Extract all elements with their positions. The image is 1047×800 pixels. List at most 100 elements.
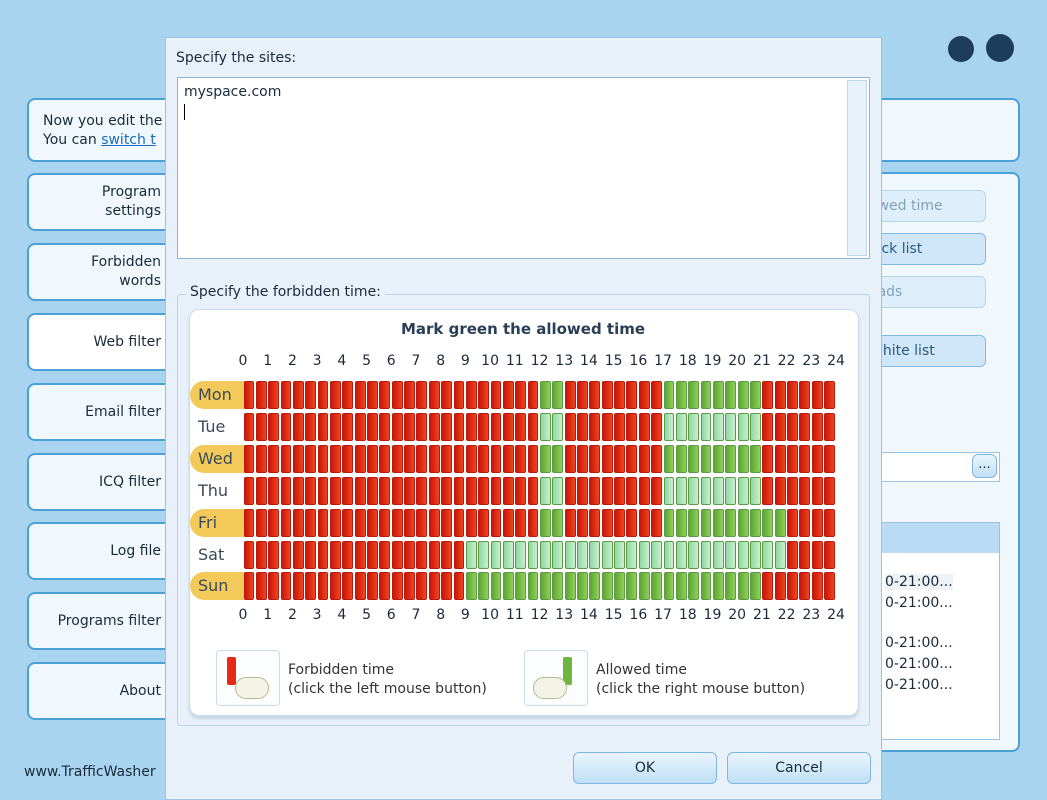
time-cell[interactable]: [379, 508, 391, 537]
time-cell[interactable]: [292, 381, 304, 409]
time-cell[interactable]: [379, 412, 391, 441]
time-cell[interactable]: [268, 444, 280, 473]
time-cell[interactable]: [737, 476, 749, 505]
time-cell[interactable]: [540, 476, 551, 505]
time-cell[interactable]: [774, 444, 786, 473]
time-cell[interactable]: [750, 444, 761, 473]
time-cell[interactable]: [280, 444, 292, 473]
time-cell[interactable]: [428, 381, 440, 409]
time-cell[interactable]: [305, 540, 317, 569]
time-cell[interactable]: [243, 476, 255, 505]
time-cell[interactable]: [243, 540, 255, 569]
time-cell[interactable]: [725, 444, 737, 473]
time-cell[interactable]: [527, 508, 539, 537]
time-cell[interactable]: [280, 476, 292, 505]
time-cell[interactable]: [292, 508, 304, 537]
time-cell[interactable]: [243, 508, 255, 537]
time-cell[interactable]: [354, 444, 366, 473]
time-cell[interactable]: [737, 572, 749, 601]
time-cell[interactable]: [626, 412, 638, 441]
time-cell[interactable]: [589, 412, 601, 441]
switch-link[interactable]: switch t: [101, 132, 156, 148]
time-cell[interactable]: [342, 508, 354, 537]
time-cell[interactable]: [712, 572, 724, 601]
time-cell[interactable]: [502, 476, 514, 505]
time-cell[interactable]: [317, 412, 329, 441]
time-cell[interactable]: [750, 540, 761, 569]
time-cell[interactable]: [675, 540, 687, 569]
time-cell[interactable]: [478, 444, 490, 473]
time-cell[interactable]: [601, 572, 613, 601]
time-cell[interactable]: [416, 572, 428, 601]
time-cell[interactable]: [515, 412, 527, 441]
time-cell[interactable]: [416, 476, 428, 505]
list-row[interactable]: 0-21:00...: [885, 656, 953, 672]
time-cell[interactable]: [774, 412, 786, 441]
time-cell[interactable]: [762, 540, 774, 569]
time-cell[interactable]: [404, 476, 415, 505]
time-cell[interactable]: [774, 476, 786, 505]
time-cell[interactable]: [342, 381, 354, 409]
time-cell[interactable]: [688, 444, 700, 473]
time-cell[interactable]: [799, 572, 811, 601]
time-cell[interactable]: [478, 476, 490, 505]
time-cell[interactable]: [626, 476, 638, 505]
time-cell[interactable]: [663, 508, 675, 537]
time-cell[interactable]: [651, 508, 663, 537]
time-cell[interactable]: [280, 508, 292, 537]
time-cell[interactable]: [490, 572, 502, 601]
time-cell[interactable]: [824, 572, 835, 601]
time-cell[interactable]: [712, 540, 724, 569]
time-cell[interactable]: [465, 444, 477, 473]
time-cell[interactable]: [502, 412, 514, 441]
time-cell[interactable]: [465, 476, 477, 505]
time-cell[interactable]: [700, 476, 712, 505]
time-cell[interactable]: [404, 444, 415, 473]
time-cell[interactable]: [540, 508, 551, 537]
time-cell[interactable]: [787, 381, 798, 409]
time-cell[interactable]: [799, 444, 811, 473]
time-cell[interactable]: [564, 476, 576, 505]
time-cell[interactable]: [317, 508, 329, 537]
time-cell[interactable]: [255, 444, 267, 473]
time-cell[interactable]: [663, 412, 675, 441]
time-cell[interactable]: [342, 412, 354, 441]
time-cell[interactable]: [601, 444, 613, 473]
sidebar-button[interactable]: Web filter: [27, 313, 187, 371]
time-cell[interactable]: [391, 572, 403, 601]
list-row[interactable]: 0-21:00...: [885, 574, 953, 590]
time-cell[interactable]: [280, 540, 292, 569]
time-cell[interactable]: [589, 381, 601, 409]
time-cell[interactable]: [688, 508, 700, 537]
time-cell[interactable]: [824, 381, 835, 409]
right-button[interactable]: White list: [862, 335, 986, 367]
time-cell[interactable]: [354, 412, 366, 441]
time-cell[interactable]: [527, 476, 539, 505]
time-cell[interactable]: [577, 540, 588, 569]
time-cell[interactable]: [589, 572, 601, 601]
time-cell[interactable]: [391, 540, 403, 569]
time-cell[interactable]: [824, 476, 835, 505]
time-cell[interactable]: [564, 540, 576, 569]
time-cell[interactable]: [712, 476, 724, 505]
time-cell[interactable]: [305, 476, 317, 505]
time-cell[interactable]: [268, 508, 280, 537]
time-cell[interactable]: [515, 572, 527, 601]
sidebar-button[interactable]: Email filter: [27, 383, 187, 441]
sidebar-button[interactable]: Program settings: [27, 173, 187, 231]
time-cell[interactable]: [700, 572, 712, 601]
time-cell[interactable]: [564, 381, 576, 409]
time-cell[interactable]: [552, 540, 564, 569]
time-cell[interactable]: [367, 476, 378, 505]
time-cell[interactable]: [441, 381, 452, 409]
time-cell[interactable]: [651, 540, 663, 569]
time-cell[interactable]: [799, 540, 811, 569]
time-cell[interactable]: [490, 476, 502, 505]
time-cell[interactable]: [453, 572, 465, 601]
time-cell[interactable]: [490, 412, 502, 441]
time-cell[interactable]: [725, 412, 737, 441]
minimize-button[interactable]: [948, 36, 974, 62]
time-cell[interactable]: [416, 412, 428, 441]
time-cell[interactable]: [317, 444, 329, 473]
time-cell[interactable]: [675, 381, 687, 409]
